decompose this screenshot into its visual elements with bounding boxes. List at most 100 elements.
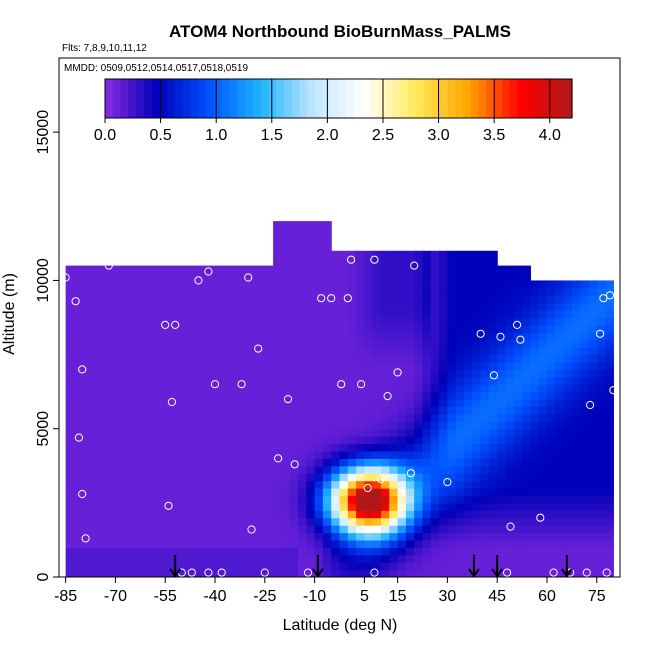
heatmap-cell [331, 554, 341, 563]
heatmap-cell [306, 339, 316, 348]
heatmap-cell [90, 539, 100, 548]
heatmap-cell [215, 458, 224, 467]
heatmap-cell [215, 517, 224, 526]
heatmap-cell [289, 361, 299, 370]
heatmap-cell [206, 554, 216, 563]
heatmap-cell [530, 354, 540, 363]
heatmap-cell [248, 554, 258, 563]
heatmap-cell [239, 406, 249, 415]
heatmap-cell [181, 450, 191, 459]
heatmap-cell [264, 569, 274, 577]
heatmap-cell [472, 361, 482, 370]
heatmap-cell [356, 406, 365, 415]
heatmap-cell [513, 406, 523, 415]
heatmap-cell [563, 413, 573, 422]
heatmap-cell [190, 480, 200, 489]
heatmap-cell [530, 532, 540, 541]
heatmap-cell [98, 339, 108, 348]
heatmap-cell [447, 347, 457, 356]
heatmap-cell [273, 532, 283, 541]
heatmap-cell [356, 436, 365, 445]
heatmap-cell [132, 376, 141, 385]
heatmap-cell [322, 265, 332, 274]
heatmap-cell [389, 324, 399, 333]
heatmap-cell [223, 295, 233, 304]
x-tick-label: -55 [154, 588, 177, 605]
heatmap-cell [73, 525, 83, 534]
heatmap-cell [132, 436, 141, 445]
heatmap-cell [372, 473, 382, 482]
heatmap-cell [289, 554, 299, 563]
heatmap-cell [331, 354, 341, 363]
heatmap-cell [347, 391, 357, 400]
heatmap-cell [530, 399, 540, 408]
heatmap-cell [281, 473, 291, 482]
colorbar-swatch [260, 79, 270, 118]
heatmap-cell [513, 554, 523, 563]
heatmap-cell [65, 473, 75, 482]
heatmap-cell [430, 502, 440, 511]
heatmap-cell [455, 399, 465, 408]
heatmap-cell [82, 384, 92, 393]
heatmap-cell [364, 562, 374, 571]
heatmap-cell [322, 310, 332, 319]
heatmap-cell [73, 339, 83, 348]
heatmap-cell [289, 443, 299, 452]
heatmap-cell [256, 473, 266, 482]
heatmap-cell [65, 428, 75, 437]
heatmap-cell [463, 265, 473, 274]
heatmap-cell [488, 265, 498, 274]
heatmap-cell [522, 480, 531, 489]
heatmap-cell [430, 569, 440, 577]
heatmap-cell [372, 361, 382, 370]
heatmap-cell [306, 258, 316, 267]
heatmap-cell [123, 473, 133, 482]
heatmap-cell [372, 302, 382, 311]
heatmap-cell [148, 376, 158, 385]
heatmap-cell [356, 532, 365, 541]
heatmap-cell [190, 317, 200, 326]
heatmap-cell [505, 287, 515, 296]
heatmap-cell [281, 324, 291, 333]
heatmap-cell [447, 495, 457, 504]
heatmap-cell [447, 287, 457, 296]
heatmap-cell [231, 295, 241, 304]
heatmap-cell [447, 399, 457, 408]
heatmap-cell [364, 310, 374, 319]
heatmap-cell [588, 413, 598, 422]
heatmap-cell [273, 250, 283, 259]
heatmap-cell [289, 332, 299, 341]
heatmap-cell [248, 480, 258, 489]
heatmap-cell [546, 539, 556, 548]
heatmap-cell [231, 569, 241, 577]
heatmap-cell [588, 510, 598, 519]
heatmap-cell [339, 510, 349, 519]
heatmap-cell [455, 502, 465, 511]
heatmap-cell [73, 532, 83, 541]
heatmap-cell [314, 376, 324, 385]
heatmap-cell [405, 287, 415, 296]
heatmap-cell [405, 488, 415, 497]
heatmap-cell [397, 510, 407, 519]
heatmap-cell [463, 510, 473, 519]
colorbar-swatch [540, 79, 550, 118]
heatmap-cell [98, 406, 108, 415]
heatmap-cell [430, 361, 440, 370]
heatmap-cell [322, 547, 332, 556]
heatmap-cell [239, 369, 249, 378]
heatmap-cell [480, 317, 490, 326]
heatmap-cell [140, 495, 150, 504]
heatmap-cell [215, 443, 224, 452]
heatmap-cell [90, 324, 100, 333]
heatmap-cell [472, 347, 482, 356]
heatmap-cell [181, 265, 191, 274]
heatmap-cell [132, 354, 141, 363]
heatmap-cell [422, 347, 432, 356]
heatmap-cell [115, 406, 125, 415]
heatmap-cell [505, 428, 515, 437]
heatmap-cell [580, 317, 590, 326]
heatmap-cell [563, 495, 573, 504]
heatmap-cell [165, 391, 175, 400]
heatmap-cell [115, 488, 125, 497]
heatmap-cell [380, 361, 390, 370]
